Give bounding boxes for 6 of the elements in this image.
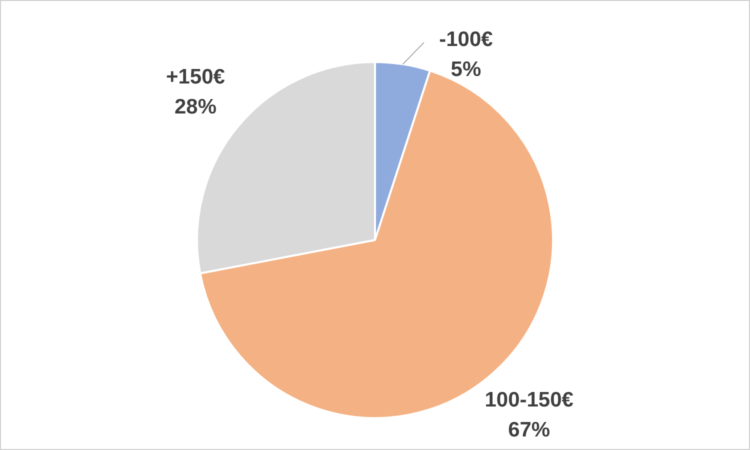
data-label: 28% bbox=[174, 95, 217, 118]
data-label: 67% bbox=[508, 418, 550, 442]
slice-label: -100€ bbox=[439, 28, 494, 52]
slice-label: 100-150€ bbox=[484, 388, 574, 412]
data-label: 5% bbox=[450, 58, 482, 82]
slice-label: +150€ bbox=[166, 65, 226, 88]
